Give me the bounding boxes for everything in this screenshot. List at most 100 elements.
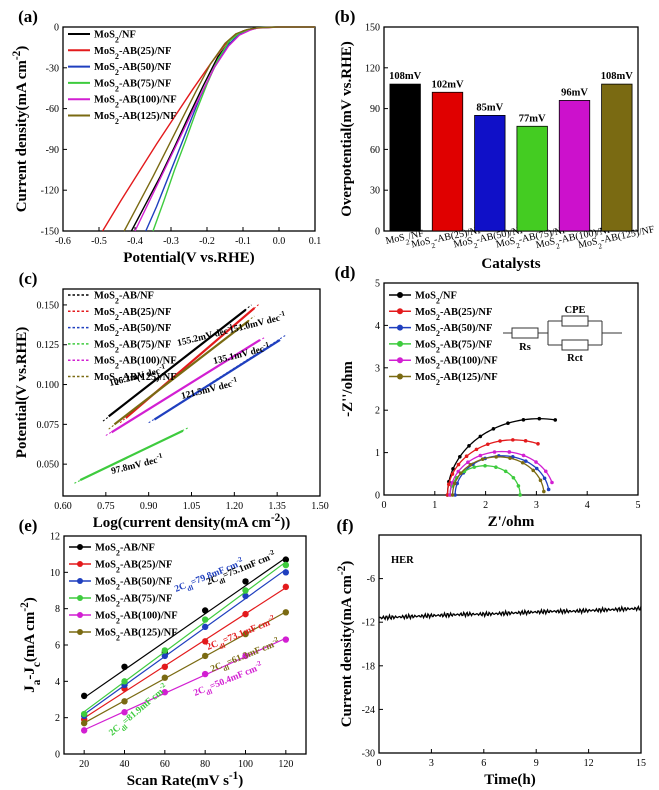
b-value-label: 77mV [519,113,546,124]
d-xtick-label: 4 [585,500,590,511]
text-run: 2 [115,378,119,387]
f-xtick-label: 12 [584,758,594,769]
e-data-point [121,709,128,716]
d-nyquist-point [474,447,479,452]
text-run: /NF [407,228,425,242]
text-run: 97.8mV dec [110,456,158,477]
axes-frame [378,534,642,754]
d-circuit-label-cpe: CPE [565,305,586,316]
d-nyquist-point [521,417,526,422]
text-run: -1 [226,322,234,331]
text-run: 121.5mV dec [180,380,233,402]
d-nyquist-point [523,439,528,443]
f-xtick-label: 9 [534,758,539,769]
c-ytick-label: 0.125 [37,340,60,351]
d-nyquist-point [456,462,461,467]
text-run: -1 [278,309,286,318]
b-value-label: 96mV [561,87,588,98]
d-nyquist-point [534,466,539,471]
e-ytick-label: 10 [50,568,60,579]
text-run: MoS [415,307,436,318]
e-legend-marker [77,544,83,550]
d-legend-marker [397,357,403,364]
b-category-label: MoS2/NF [385,228,426,250]
d-xtick-label: 3 [534,500,539,511]
text-run: 2 [436,312,440,321]
panel-d: 0 1 2 3 4 5012345MoS2/NFMoS2-AB(25)/NFMoS2-AB… [335,263,641,530]
text-run: MoS [94,78,115,89]
text-run: -AB(100)/NF [119,95,177,106]
d-nyquist-point [459,471,463,475]
text-run: -J [22,667,38,680]
text-run: MoS [95,577,116,588]
f-ytick-label: -18 [362,661,375,672]
b-ytick-label: 60 [370,145,380,156]
text-run: -AB(100)/NF [120,611,178,622]
panel-b: 0306090120150108mVMoS2/NF102mVMoS2-AB(25… [335,7,656,272]
b-ytick-label: 90 [370,104,380,115]
c-xtick-label: 0.60 [54,501,72,512]
e-xtick-label: 60 [160,759,170,770]
e-legend-label: MoS2-AB(125)/NF [95,628,178,643]
e-data-point [161,652,169,660]
b-y-axis-label: Overpotential(mV vs.RHE) [339,41,355,217]
e-data-point [201,670,209,678]
text-run: 2 [436,329,440,338]
b-value-label: 85mV [476,102,503,113]
b-value-label: 108mV [601,71,633,82]
c-xtick-label: 1.20 [226,501,244,512]
text-run: 2 [115,100,119,109]
c-ytick-label: 0.050 [37,460,60,471]
d-nyquist-point [503,469,508,474]
text-run: Scan Rate(mV s [127,773,229,789]
a-legend-label: MoS2-AB(50)/NF [94,62,171,77]
text-run: 2C [192,685,207,699]
text-run: MoS [95,611,116,622]
d-nyquist-point [478,453,483,458]
b-bar [601,83,633,232]
b-bar [474,115,506,232]
d-xtick-label: 2 [483,500,488,511]
d-nyquist-point [537,416,542,421]
a-series-line [102,26,315,232]
d-legend-label: MoS2-AB(50)/NF [415,323,492,338]
text-run: -AB(25)/NF [440,307,493,318]
e-ytick-label: 8 [55,604,60,615]
e-data-point [282,556,290,563]
text-run: /NF [118,30,136,41]
text-run: 2 [115,361,119,370]
c-slope-annotation: 121.5mV dec-1 [180,375,240,402]
b-value-label: 108mV [389,71,421,82]
d-nyquist-point [458,454,462,459]
d-nyquist-point [485,442,490,447]
text-run: ) [238,773,243,789]
text-run: -AB(25)/NF [120,560,173,571]
panel-c: 0.60 0.75 0.90 1.05 1.20 1.35 1.50 0.050 0.075 0.… [14,269,329,531]
c-ytick-label: 0.100 [37,380,60,391]
panel-a: -0.6 -0.5 -0.4 -0.3 -0.2 -0.1 0.0 0.1 0 -30 -60 -90… [11,7,321,266]
text-run: 2 [115,312,119,321]
d-ytick-label: 2 [375,406,380,417]
text-run: -1 [230,375,238,384]
c-xtick-label: 0.75 [97,501,115,512]
text-run: MoS [453,236,474,251]
d-nyquist-point [468,462,473,467]
e-legend-label: MoS2-AB(50)/NF [95,577,172,592]
d-circuit-resistor-rs [511,327,539,339]
a-y-axis-label: Current density(mA cm-2) [11,46,30,213]
d-nyquist-point [516,484,521,488]
b-ytick-label: 120 [365,63,380,74]
d-nyquist-point [508,456,512,460]
text-run: -AB(75)/NF [440,339,493,350]
text-run: 2C [173,581,188,595]
text-run: MoS [94,62,115,73]
text-run: MoS [415,339,436,350]
d-nyquist-point [494,455,499,459]
e-data-point [121,678,128,685]
e-legend-marker [77,561,83,567]
d-nyquist-point [510,455,515,459]
b-bar [516,125,548,232]
text-run: 2 [115,35,119,44]
text-run: -2 [254,659,263,669]
